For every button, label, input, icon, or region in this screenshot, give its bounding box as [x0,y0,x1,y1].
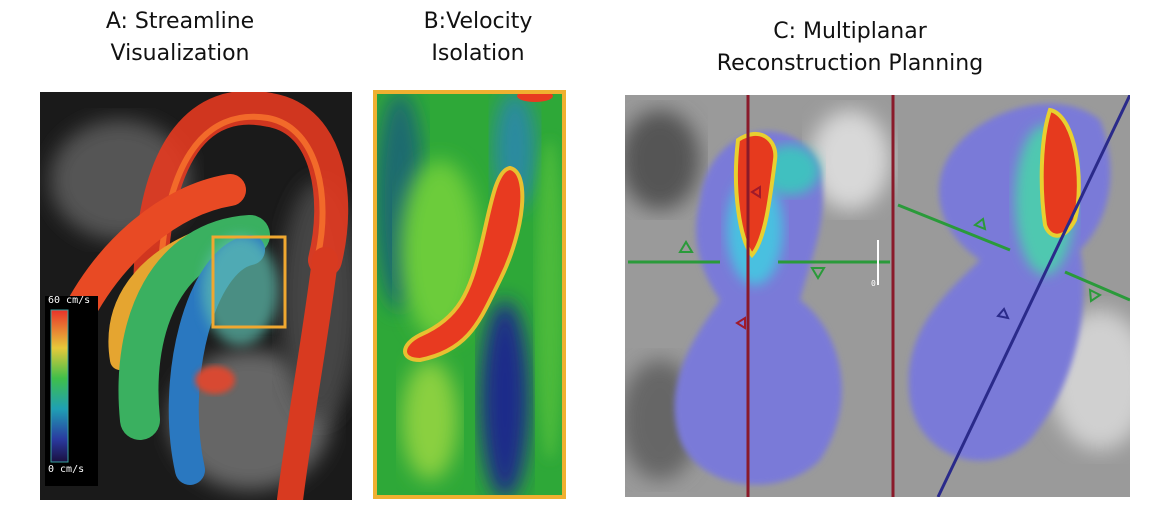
panel-c-title: Reconstruction Planning [717,51,983,76]
panel-c-title: C: Multiplanar [773,19,928,44]
panel-b-image [375,90,564,500]
panel-c-image: 0 [620,95,1150,497]
panel-a-title: Visualization [111,41,250,66]
panel-b-title: Isolation [431,41,524,66]
figure: A: Streamline Visualization B:Velocity I… [0,0,1159,531]
panel-b-title: B:Velocity [424,9,533,34]
colorbar-min-label: 0 cm/s [48,464,84,475]
colorbar-max-label: 60 cm/s [48,295,90,306]
overlay-text: 0 [871,279,876,288]
panel-a-title: A: Streamline [106,9,254,34]
panel-a-image: 60 cm/s 0 cm/s [40,92,360,500]
page: {"panels": [ {"title_lines": ["A: Stream… [0,0,1159,531]
